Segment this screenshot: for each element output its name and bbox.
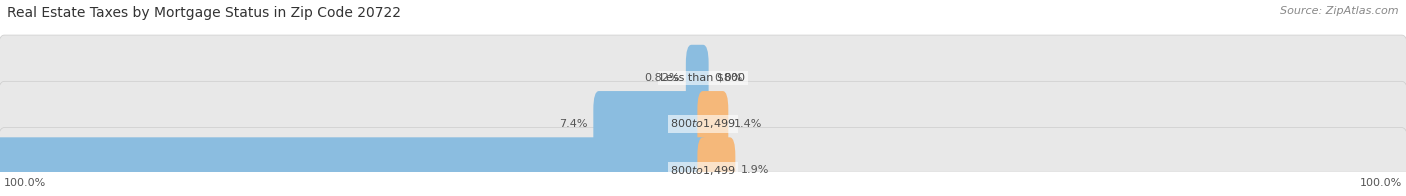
FancyBboxPatch shape xyxy=(0,35,1406,120)
Text: Less than $800: Less than $800 xyxy=(661,73,745,83)
Text: Source: ZipAtlas.com: Source: ZipAtlas.com xyxy=(1281,6,1399,16)
Text: Real Estate Taxes by Mortgage Status in Zip Code 20722: Real Estate Taxes by Mortgage Status in … xyxy=(7,6,401,20)
Text: 0.0%: 0.0% xyxy=(714,73,742,83)
FancyBboxPatch shape xyxy=(0,128,1406,196)
FancyBboxPatch shape xyxy=(0,81,1406,166)
Text: $800 to $1,499: $800 to $1,499 xyxy=(671,164,735,177)
Text: 1.9%: 1.9% xyxy=(741,165,769,175)
FancyBboxPatch shape xyxy=(697,137,735,196)
Text: 0.82%: 0.82% xyxy=(645,73,681,83)
Text: 100.0%: 100.0% xyxy=(1360,179,1402,189)
FancyBboxPatch shape xyxy=(686,45,709,111)
FancyBboxPatch shape xyxy=(697,91,728,157)
Text: $800 to $1,499: $800 to $1,499 xyxy=(671,117,735,130)
Text: 1.4%: 1.4% xyxy=(734,119,762,129)
Text: 100.0%: 100.0% xyxy=(4,179,46,189)
FancyBboxPatch shape xyxy=(0,137,709,196)
FancyBboxPatch shape xyxy=(593,91,709,157)
Text: 7.4%: 7.4% xyxy=(560,119,588,129)
